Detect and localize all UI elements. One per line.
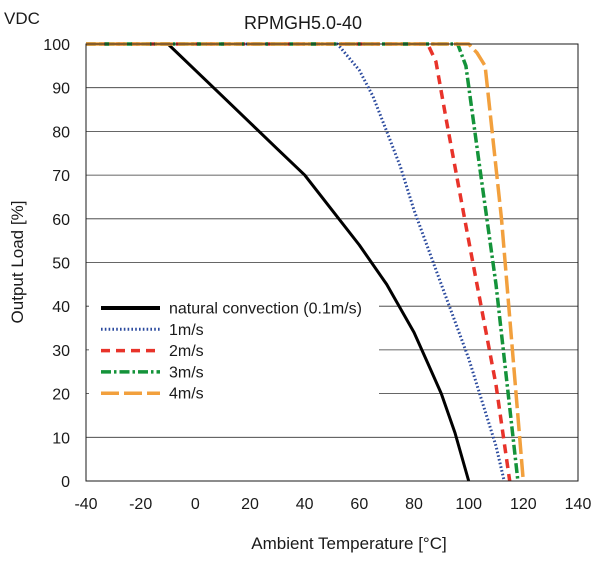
y-tick-label: 0 <box>61 474 70 491</box>
chart-title: RPMGH5.0-40 <box>244 13 362 33</box>
legend-label-0: natural convection (0.1m/s) <box>169 301 362 318</box>
y-tick-label: 80 <box>52 124 70 141</box>
x-tick-label: 80 <box>405 496 423 513</box>
y-tick-label: 60 <box>52 212 70 229</box>
y-tick-label: 90 <box>52 81 70 98</box>
series-line-4 <box>86 42 526 482</box>
series-line-0 <box>86 42 471 482</box>
tick-layer: 0 10 20 30 40 50 60 70 80 90 100 -40 -20 0 20 40 60 80 100… <box>43 37 591 513</box>
legend-label-2: 2m/s <box>169 343 204 360</box>
y-tick-label: 70 <box>52 168 70 185</box>
x-tick-label: 100 <box>455 496 482 513</box>
series-line-2 <box>86 42 512 482</box>
corner-label: VDC <box>4 9 40 28</box>
y-tick-label: 20 <box>52 387 70 404</box>
legend-label-4: 4m/s <box>169 386 204 403</box>
y-tick-label: 30 <box>52 343 70 360</box>
x-tick-label: 0 <box>191 496 200 513</box>
x-axis-label: Ambient Temperature [°C] <box>251 534 446 553</box>
y-tick-label: 40 <box>52 299 70 316</box>
legend-background <box>89 292 379 424</box>
legend-label-1: 1m/s <box>169 322 204 339</box>
x-tick-label: 120 <box>510 496 537 513</box>
x-tick-label: 40 <box>296 496 314 513</box>
series-line-1 <box>86 42 506 482</box>
x-tick-label: 140 <box>565 496 592 513</box>
legend-label-3: 3m/s <box>169 364 204 381</box>
plot-frame <box>85 43 579 482</box>
x-tick-label: 20 <box>241 496 259 513</box>
legend: natural convection (0.1m/s) 1m/s 2m/s 3m/s 4… <box>89 292 379 424</box>
x-tick-label: -20 <box>129 496 152 513</box>
x-tick-label: 60 <box>350 496 368 513</box>
y-tick-label: 50 <box>52 256 70 273</box>
x-tick-label: -40 <box>74 496 97 513</box>
y-axis-label: Output Load [%] <box>8 201 27 324</box>
y-tick-label: 100 <box>43 37 70 54</box>
y-tick-label: 10 <box>52 430 70 447</box>
